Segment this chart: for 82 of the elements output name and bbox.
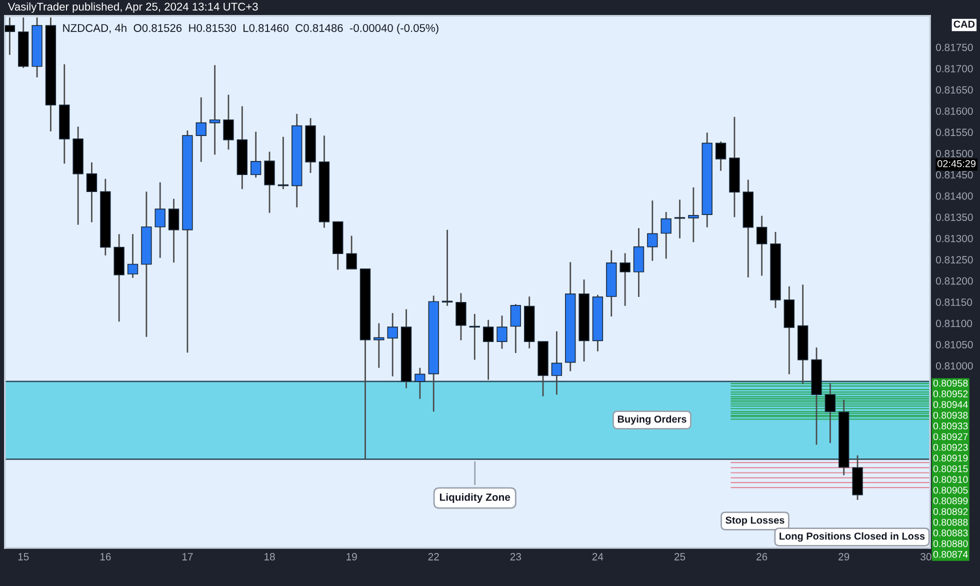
candlestick	[482, 319, 494, 380]
candlestick	[154, 182, 166, 259]
text: 0.80888	[933, 518, 968, 526]
x-tick-label: 25	[674, 553, 686, 560]
text: 0.80944	[933, 401, 968, 408]
y-tick-label: 0.81100	[936, 320, 972, 328]
x-tick-label: 24	[592, 553, 604, 560]
text: 0.80880	[933, 540, 968, 548]
text: 0.80899	[933, 497, 968, 504]
y-tick-label: 0.81400	[936, 192, 973, 200]
text: NZDCAD, 4h O0.81526 H0.81530 L0.81460 C0.81486 -0.00040 (-0.05%)	[63, 24, 438, 34]
candlestick	[715, 140, 726, 172]
y-tick-label: 0.81650	[936, 86, 973, 94]
text: 0.80883	[933, 530, 968, 536]
candlestick	[346, 235, 357, 270]
candlestick	[510, 303, 522, 354]
candlestick	[660, 211, 672, 260]
x-tick-label: 16	[100, 553, 111, 560]
x-tick-label: 15	[18, 553, 29, 560]
y-tick-label: 0.81150	[936, 298, 972, 306]
text: 0.80919	[933, 454, 968, 462]
candlestick	[647, 200, 658, 262]
y-tick-label: 0.81050	[936, 341, 973, 348]
candlestick	[264, 151, 275, 214]
y-tick-label: 0.81450	[936, 171, 973, 179]
text: 0.80933	[933, 422, 968, 430]
y-tick-label: 0.81550	[936, 128, 973, 136]
y-tick-label: 0.81300	[936, 234, 973, 242]
y-tick-label: 0.81350	[936, 214, 973, 221]
x-tick-label: 17	[182, 553, 193, 560]
candlestick	[414, 367, 426, 400]
annotation: Stop Losses	[726, 516, 784, 526]
y-tick-label: 0.81500	[936, 150, 973, 158]
x-tick-label: 26	[756, 553, 768, 560]
chart-title: VasilyTrader published, Apr 25, 2024 13:14 UTC+3	[8, 2, 258, 13]
candlestick	[688, 186, 699, 243]
text: CAD	[954, 20, 975, 28]
candlestick	[127, 233, 138, 279]
candlestick	[756, 215, 768, 276]
candlestick	[456, 292, 466, 341]
text: 0.80874	[933, 550, 968, 558]
text: 0.80892	[933, 508, 968, 516]
text: 0.80923	[933, 444, 968, 451]
candlestick	[223, 94, 234, 150]
candlestick	[387, 312, 398, 378]
candlestick	[168, 198, 180, 264]
x-tick-label: 29	[838, 553, 850, 560]
annotation: Long Positions Closed in Loss	[780, 532, 925, 542]
candlestick	[551, 330, 562, 396]
x-tick-label: 18	[264, 553, 275, 560]
text: 0.80915	[933, 465, 968, 472]
x-tick-label: 30	[920, 553, 932, 560]
candlestick	[196, 96, 206, 163]
text: 0.80905	[933, 486, 968, 494]
band-label: Liquidity Zone	[440, 493, 510, 503]
x-tick-label: 19	[346, 553, 357, 560]
text: 0.80958	[933, 380, 968, 387]
candlestick	[278, 136, 289, 190]
x-tick-label: 22	[428, 553, 439, 560]
candlestick	[86, 162, 98, 223]
candlestick	[620, 252, 630, 307]
y-tick-label: 0.81200	[936, 277, 973, 285]
candlestick	[209, 64, 220, 156]
y-tick-label: 0.81750	[936, 44, 973, 52]
candlestick	[4, 16, 16, 56]
candlestick	[250, 131, 262, 178]
text: 0.80952	[933, 390, 968, 398]
text: 02:45:29	[937, 160, 976, 168]
candlestick	[469, 313, 480, 360]
y-tick-label: 0.81600	[936, 107, 973, 115]
x-tick-label: 23	[510, 553, 521, 560]
y-tick-label: 0.81700	[936, 64, 973, 72]
candlestick	[496, 314, 508, 350]
annotation: Buying Orders	[618, 415, 686, 425]
candlestick	[674, 199, 686, 240]
candlestick	[442, 229, 453, 307]
y-tick-label: 0.81250	[936, 256, 973, 264]
text: 0.80927	[933, 433, 968, 440]
y-tick-label: 0.81000	[936, 362, 973, 370]
text: 0.80910	[933, 476, 968, 483]
candlestick	[824, 382, 836, 444]
text: 0.80938	[933, 412, 968, 419]
